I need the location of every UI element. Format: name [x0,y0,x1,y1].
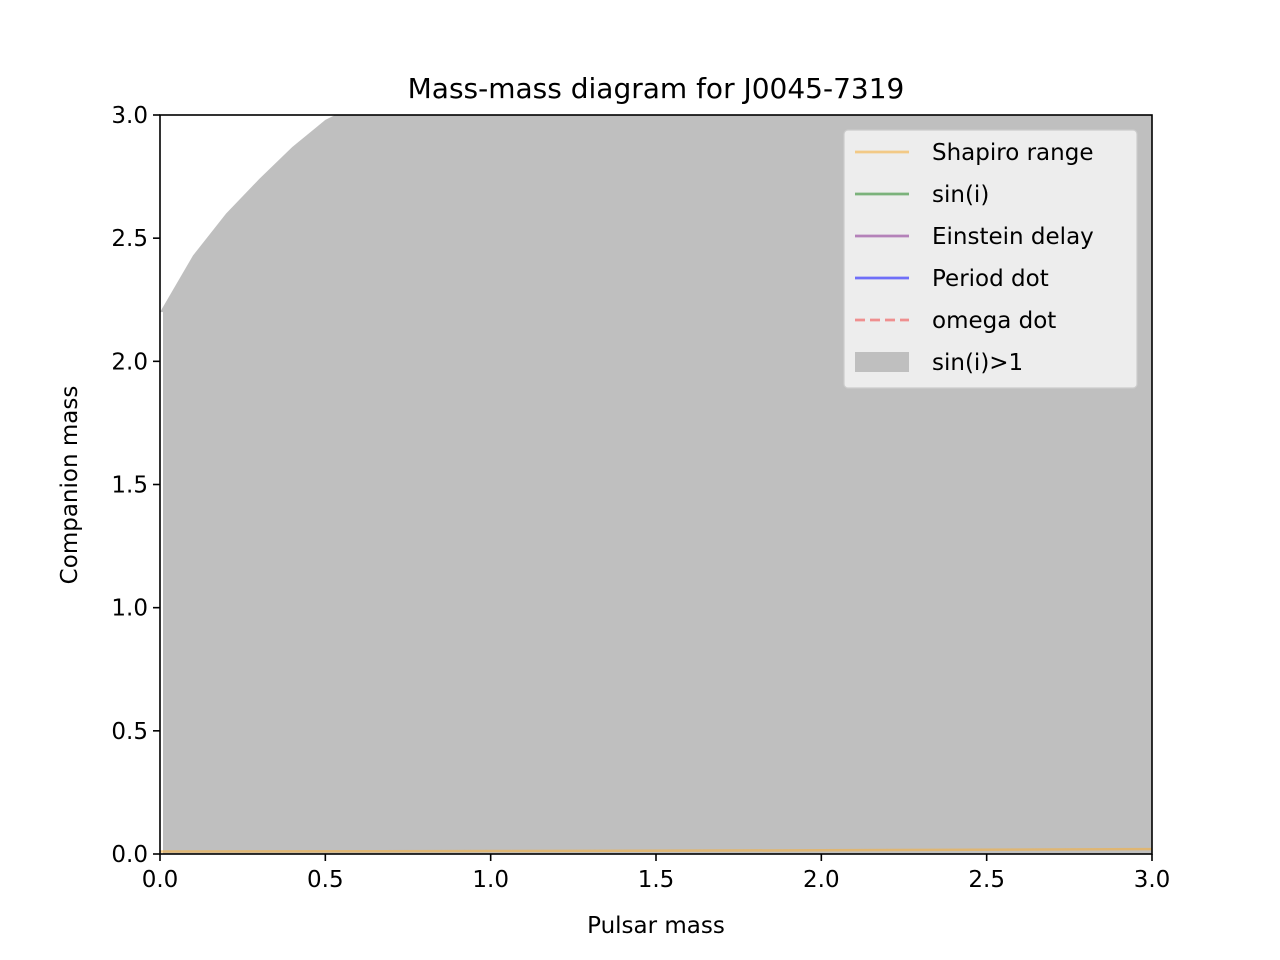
legend-box [843,129,1138,389]
x-tick-label: 1.0 [472,867,509,893]
x-tick-label: 3.0 [1134,867,1171,893]
y-tick-label: 2.0 [111,349,148,375]
y-tick-label: 0.5 [111,719,148,745]
chart-title: Mass-mass diagram for J0045-7319 [408,72,905,105]
legend-entry-label: Period dot [932,266,1049,292]
y-tick-label: 0.0 [111,842,148,868]
legend-entry-label: sin(i)>1 [932,350,1023,376]
x-tick-label: 0.5 [307,867,344,893]
y-tick-label: 1.5 [111,473,148,499]
shapiro-range-line [159,847,1153,853]
legend-swatch-fill [855,352,909,372]
x-tick-label: 2.0 [803,867,840,893]
x-axis-label: Pulsar mass [587,913,725,939]
legend-entry-label: Shapiro range [932,140,1093,166]
x-tick-label: 0.0 [142,867,179,893]
legend: Shapiro range sin(i) Einstein delay Period … [843,129,1138,389]
legend-entry-label: sin(i) [932,182,989,208]
x-tick-label: 2.5 [968,867,1005,893]
axis-ticks: 0.0 0.5 1.0 1.5 2.0 2.5 3.0 0.0 0.5 1.0 1.5 2.0 2.5 3… [111,103,1170,893]
y-axis-label: Companion mass [57,386,83,585]
legend-entry-label: omega dot [932,308,1056,334]
legend-entry-label: Einstein delay [932,224,1094,250]
region-left-gap [160,312,163,855]
x-tick-label: 1.5 [638,867,675,893]
y-tick-label: 1.0 [111,596,148,622]
y-tick-label: 3.0 [111,103,148,129]
y-tick-label: 2.5 [111,226,148,252]
